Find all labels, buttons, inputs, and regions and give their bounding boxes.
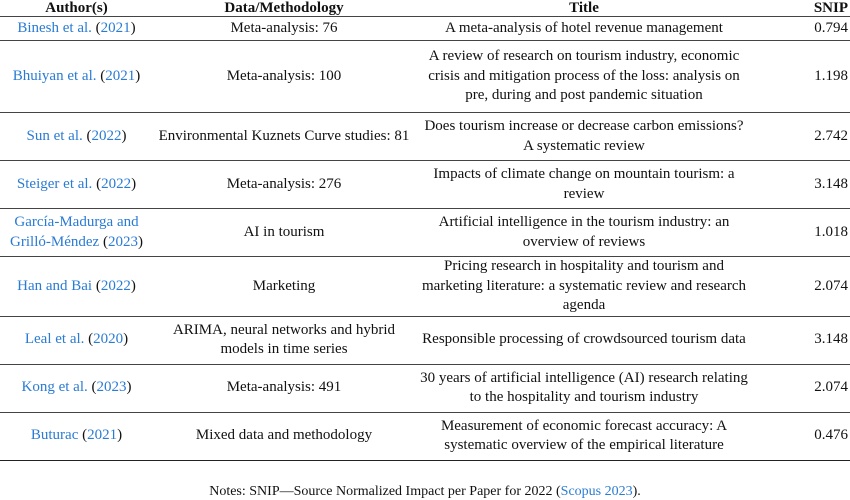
cell-snip: 3.148	[753, 316, 850, 365]
cell-snip: 0.476	[753, 412, 850, 461]
cell-title: A review of research on tourism industry…	[415, 40, 753, 113]
cell-methodology: ARIMA, neural networks and hybrid models…	[153, 316, 415, 365]
cell-title: Artificial intelligence in the tourism i…	[415, 208, 753, 257]
header-title: Title	[415, 0, 753, 17]
cell-author: Steiger et al. (2022)	[0, 160, 153, 209]
author-link[interactable]: García-Madurga and Grilló-Méndez	[10, 214, 139, 250]
cell-author: Buturac (2021)	[0, 412, 153, 461]
cell-methodology: Mixed data and methodology	[153, 412, 415, 461]
cell-author: García-Madurga and Grilló-Méndez (2023)	[0, 208, 153, 257]
table-row: Steiger et al. (2022) Meta-analysis: 276 I…	[0, 160, 850, 209]
year-link[interactable]: 2022	[101, 175, 132, 192]
cell-author: Sun et al. (2022)	[0, 112, 153, 161]
year-link[interactable]: 2022	[100, 277, 131, 294]
snip-table: Author(s) Data/Methodology Title SNIP Bi…	[0, 0, 850, 461]
author-link[interactable]: Han and Bai	[17, 277, 93, 294]
cell-title: Measurement of economic forecast accurac…	[415, 412, 753, 461]
author-link[interactable]: Kong et al.	[21, 379, 88, 396]
table-row: Binesh et al. (2021) Meta-analysis: 76 A m…	[0, 16, 850, 41]
cell-methodology: Environmental Kuznets Curve studies: 81	[153, 112, 415, 161]
header-row: Author(s) Data/Methodology Title SNIP	[0, 0, 850, 17]
table-row: García-Madurga and Grilló-Méndez (2023) A…	[0, 208, 850, 257]
note-citation-link[interactable]: Scopus 2023	[560, 484, 633, 499]
header-authors: Author(s)	[0, 0, 153, 17]
cell-author: Leal et al. (2020)	[0, 316, 153, 365]
year-link[interactable]: 2021	[87, 427, 118, 444]
cell-title: 30 years of artificial intelligence (AI)…	[415, 364, 753, 413]
table-row: Kong et al. (2023) Meta-analysis: 491 30 y…	[0, 364, 850, 413]
table-row: Bhuiyan et al. (2021) Meta-analysis: 100 A…	[0, 40, 850, 113]
cell-author: Binesh et al. (2021)	[0, 16, 153, 41]
author-link[interactable]: Bhuiyan et al.	[12, 67, 97, 84]
cell-snip: 0.794	[753, 16, 850, 41]
table-row: Han and Bai (2022) Marketing Pricing resea…	[0, 256, 850, 317]
cell-snip: 2.074	[753, 364, 850, 413]
header-methodology: Data/Methodology	[153, 0, 415, 17]
table-container: Author(s) Data/Methodology Title SNIP Bi…	[0, 0, 850, 461]
cell-snip: 1.018	[753, 208, 850, 257]
cell-author: Kong et al. (2023)	[0, 364, 153, 413]
cell-methodology: Meta-analysis: 100	[153, 40, 415, 113]
author-link[interactable]: Buturac	[30, 427, 79, 444]
cell-methodology: Marketing	[153, 256, 415, 317]
year-link[interactable]: 2021	[100, 19, 131, 36]
cell-title: Responsible processing of crowdsourced t…	[415, 316, 753, 365]
year-link[interactable]: 2022	[91, 127, 122, 144]
year-link[interactable]: 2023	[107, 233, 138, 250]
cell-snip: 3.148	[753, 160, 850, 209]
year-link[interactable]: 2023	[96, 379, 127, 396]
author-link[interactable]: Leal et al.	[24, 331, 85, 348]
year-link[interactable]: 2020	[93, 331, 124, 348]
cell-methodology: Meta-analysis: 491	[153, 364, 415, 413]
author-link[interactable]: Steiger et al.	[16, 175, 93, 192]
cell-snip: 2.074	[753, 256, 850, 317]
year-link[interactable]: 2021	[105, 67, 136, 84]
cell-author: Bhuiyan et al. (2021)	[0, 40, 153, 113]
cell-methodology: AI in tourism	[153, 208, 415, 257]
cell-title: Impacts of climate change on mountain to…	[415, 160, 753, 209]
table-note: Notes: SNIP—Source Normalized Impact per…	[0, 483, 850, 500]
cell-snip: 2.742	[753, 112, 850, 161]
author-link[interactable]: Binesh et al.	[17, 19, 92, 36]
cell-title: Does tourism increase or decrease carbon…	[415, 112, 753, 161]
note-prefix: Notes: SNIP—Source Normalized Impact per…	[209, 484, 561, 499]
table-row: Leal et al. (2020) ARIMA, neural networks…	[0, 316, 850, 365]
table-row: Buturac (2021) Mixed data and methodology…	[0, 412, 850, 461]
cell-author: Han and Bai (2022)	[0, 256, 153, 317]
cell-title: A meta-analysis of hotel revenue managem…	[415, 16, 753, 41]
table-row: Sun et al. (2022) Environmental Kuznets C…	[0, 112, 850, 161]
cell-methodology: Meta-analysis: 276	[153, 160, 415, 209]
author-link[interactable]: Sun et al.	[26, 127, 83, 144]
cell-snip: 1.198	[753, 40, 850, 113]
header-snip: SNIP	[753, 0, 850, 17]
cell-title: Pricing research in hospitality and tour…	[415, 256, 753, 317]
cell-methodology: Meta-analysis: 76	[153, 16, 415, 41]
note-suffix: ).	[632, 484, 641, 499]
